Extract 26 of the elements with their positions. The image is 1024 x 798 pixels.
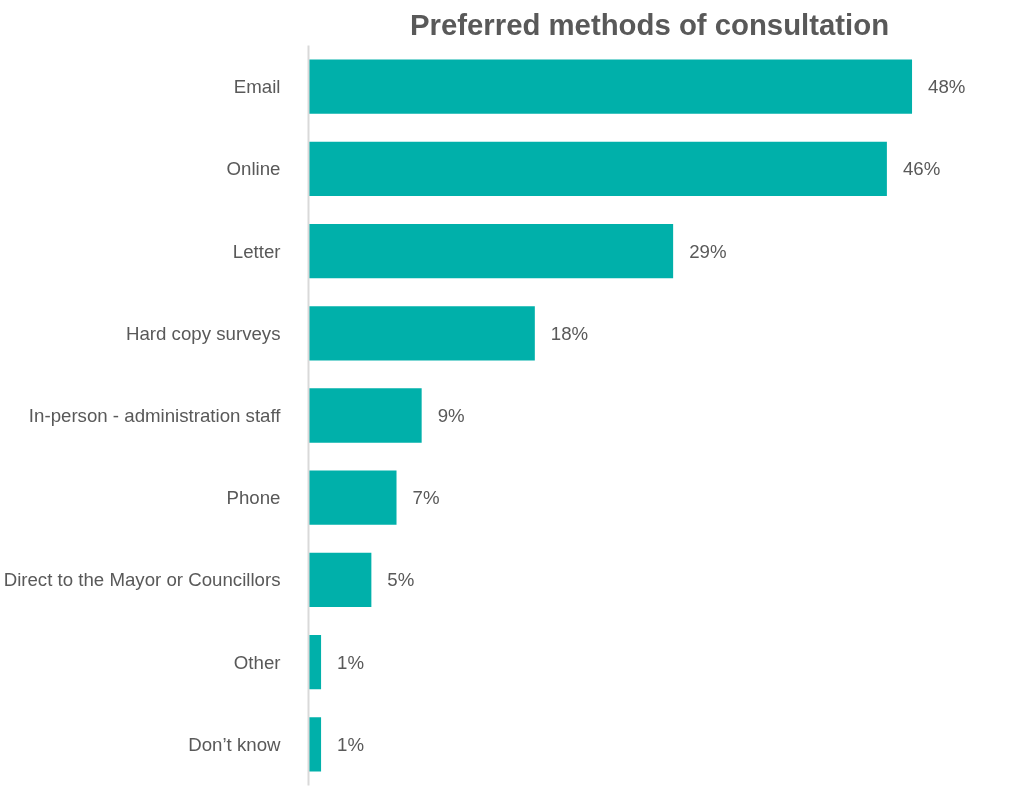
y-tick-label: Email xyxy=(233,76,281,98)
bar xyxy=(308,141,887,196)
bar xyxy=(308,552,372,608)
data-label: 48% xyxy=(928,76,966,98)
bar xyxy=(308,388,422,443)
chart-title: Preferred methods of consultation xyxy=(409,7,890,41)
bar xyxy=(308,59,913,114)
data-label: 18% xyxy=(550,322,589,344)
data-label: 46% xyxy=(902,158,941,180)
bar xyxy=(308,223,674,279)
bar xyxy=(308,470,397,525)
data-label: 5% xyxy=(387,569,415,591)
y-tick-label: Letter xyxy=(232,240,281,262)
data-label: 7% xyxy=(412,487,440,509)
data-label: 1% xyxy=(337,733,365,755)
data-label: 29% xyxy=(689,240,727,262)
y-tick-label: Hard copy surveys xyxy=(126,322,281,344)
data-label: 1% xyxy=(337,651,365,673)
y-tick-label: Other xyxy=(233,651,281,673)
bar xyxy=(308,306,535,361)
y-tick-label: Direct to the Mayor or Councillors xyxy=(3,569,281,591)
y-tick-label: Don’t know xyxy=(188,733,282,755)
y-tick-label: Phone xyxy=(226,487,281,509)
y-tick-label: In-person - administration staff xyxy=(28,405,282,426)
data-label: 9% xyxy=(437,405,465,426)
y-tick-label: Online xyxy=(226,158,281,180)
